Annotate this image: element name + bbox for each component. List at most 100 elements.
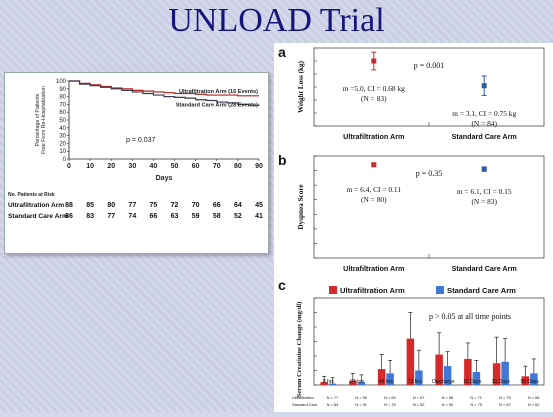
data-point <box>371 162 377 168</box>
at-risk-value: 66 <box>150 213 158 220</box>
at-risk-value: 63 <box>171 213 179 220</box>
at-risk-value: 58 <box>213 213 221 220</box>
km-y-tick-label: 20 <box>59 141 66 147</box>
n-value: N = 90 <box>442 402 454 407</box>
n-row-label: Standard Care <box>292 402 317 407</box>
category-label: Ultrafiltration Arm <box>343 264 404 273</box>
p-value: p > 0.05 at all time points <box>429 312 511 321</box>
km-y-tick-label: 90 <box>59 87 66 93</box>
bar <box>492 363 501 385</box>
bar <box>320 382 328 385</box>
category-label: Ultrafiltration Arm <box>343 132 404 141</box>
stat-annotation: m = 6.1, CI = 0.15 <box>457 187 512 196</box>
km-legend-standard-care: Standard Care Arm (28 Events) <box>176 102 258 108</box>
outcomes-chart-panel: a Weight Loss (kg) Ultrafiltration Arm m =5… <box>274 43 553 412</box>
p-value: p = 0.35 <box>416 169 443 178</box>
km-x-tick-label: 10 <box>86 163 94 170</box>
stat-annotation: (N = 83) <box>361 94 387 103</box>
km-y-tick-label: 30 <box>59 134 66 140</box>
n-value: N = 69 <box>384 395 396 400</box>
n-value: N = 67 <box>413 395 425 400</box>
km-x-tick-label: 20 <box>107 163 115 170</box>
km-y-tick-label: 10 <box>59 149 66 155</box>
n-value: N = 52 <box>413 402 425 407</box>
km-y-tick-label: 0 <box>63 157 67 163</box>
data-point <box>481 83 487 89</box>
km-x-tick-label: 70 <box>213 163 221 170</box>
n-row-label: Ultrafiltration <box>292 395 314 400</box>
km-y-axis-label-line: Percentage of Patients <box>35 93 41 146</box>
km-y-tick-label: 70 <box>59 102 66 108</box>
panel-letter: a <box>278 44 286 60</box>
category-label: 72 hrs <box>408 379 422 385</box>
n-value: N = 62 <box>528 402 540 407</box>
at-risk-row-label: Standard Care Arm <box>8 213 68 220</box>
panel-letter: c <box>278 277 286 293</box>
at-risk-value: 72 <box>171 202 179 209</box>
data-point <box>481 166 487 172</box>
slide-title: UNLOAD Trial <box>168 2 385 39</box>
at-risk-value: 80 <box>107 202 115 209</box>
bar <box>386 373 394 385</box>
category-label: 8 hrs <box>323 379 335 385</box>
category-label: 10 Days <box>463 379 482 385</box>
bar <box>415 370 423 385</box>
category-label: Standard Care Arm <box>452 264 517 273</box>
data-point <box>371 58 377 64</box>
n-value: N = 67 <box>499 402 511 407</box>
km-y-tick-label: 80 <box>59 95 66 101</box>
bar <box>443 366 452 385</box>
at-risk-header: No. Patients at Risk <box>8 192 55 198</box>
legend-label: Ultrafiltration Arm <box>340 286 405 295</box>
n-value: N = 71 <box>470 395 482 400</box>
km-y-axis-label-line: Free From Re-Hospitalization <box>41 86 47 154</box>
km-chart: Percentage of PatientsFree From Re-Hospi… <box>8 79 263 220</box>
at-risk-value: 66 <box>213 202 221 209</box>
km-x-tick-label: 40 <box>150 163 158 170</box>
legend-swatch <box>436 286 444 294</box>
km-x-tick-label: 80 <box>234 163 242 170</box>
p-value: p = 0.001 <box>414 61 445 70</box>
outcomes-charts: a Weight Loss (kg) Ultrafiltration Arm m =5… <box>278 44 545 407</box>
n-value: N = 77 <box>327 395 339 400</box>
km-x-tick-label: 60 <box>192 163 200 170</box>
km-series-line <box>69 80 260 106</box>
at-risk-value: 83 <box>86 213 94 220</box>
n-value: N = 75 <box>470 402 482 407</box>
km-y-tick-label: 50 <box>59 118 66 124</box>
category-label: Standard Care Arm <box>452 132 517 141</box>
at-risk-value: 77 <box>128 202 136 209</box>
at-risk-value: 45 <box>255 202 263 209</box>
bar <box>349 380 357 385</box>
bar <box>435 354 443 385</box>
bar <box>464 358 472 385</box>
bar <box>406 338 415 385</box>
bar <box>521 376 530 385</box>
stat-annotation: (N = 83) <box>471 197 497 206</box>
km-x-tick-label: 0 <box>67 163 71 170</box>
stat-annotation: m =5.0, CI = 0.68 kg <box>343 84 405 93</box>
km-x-tick-label: 90 <box>255 163 263 170</box>
panel-y-axis-label: Weight Loss (kg) <box>297 60 305 113</box>
at-risk-value: 64 <box>234 202 242 209</box>
at-risk-value: 88 <box>65 202 73 209</box>
bar <box>501 361 509 385</box>
panel-y-axis-label: Dyspnea Score <box>297 184 305 229</box>
stat-annotation: m = 6.4, CI = 0.11 <box>347 185 402 194</box>
n-value: N = 75 <box>384 402 396 407</box>
km-y-tick-label: 60 <box>59 110 66 116</box>
panel-letter: b <box>278 152 287 168</box>
bar <box>472 371 481 385</box>
km-x-tick-label: 30 <box>128 163 136 170</box>
panel-y-axis-label: Serum Creatinine Change (mg/dl) <box>296 302 303 398</box>
bar <box>530 373 538 385</box>
km-y-tick-label: 100 <box>56 79 67 85</box>
at-risk-value: 74 <box>128 213 136 220</box>
n-value: N = 75 <box>499 395 511 400</box>
at-risk-value: 86 <box>65 213 73 220</box>
category-label: 48 hrs <box>379 379 393 385</box>
at-risk-value: 70 <box>192 202 200 209</box>
km-p-value: p = 0.037 <box>126 137 155 144</box>
km-y-axis-label: Percentage of PatientsFree From Re-Hospi… <box>35 86 47 154</box>
km-legend-ultrafiltration: Ultrafiltration Arm (16 Events) <box>179 89 258 95</box>
